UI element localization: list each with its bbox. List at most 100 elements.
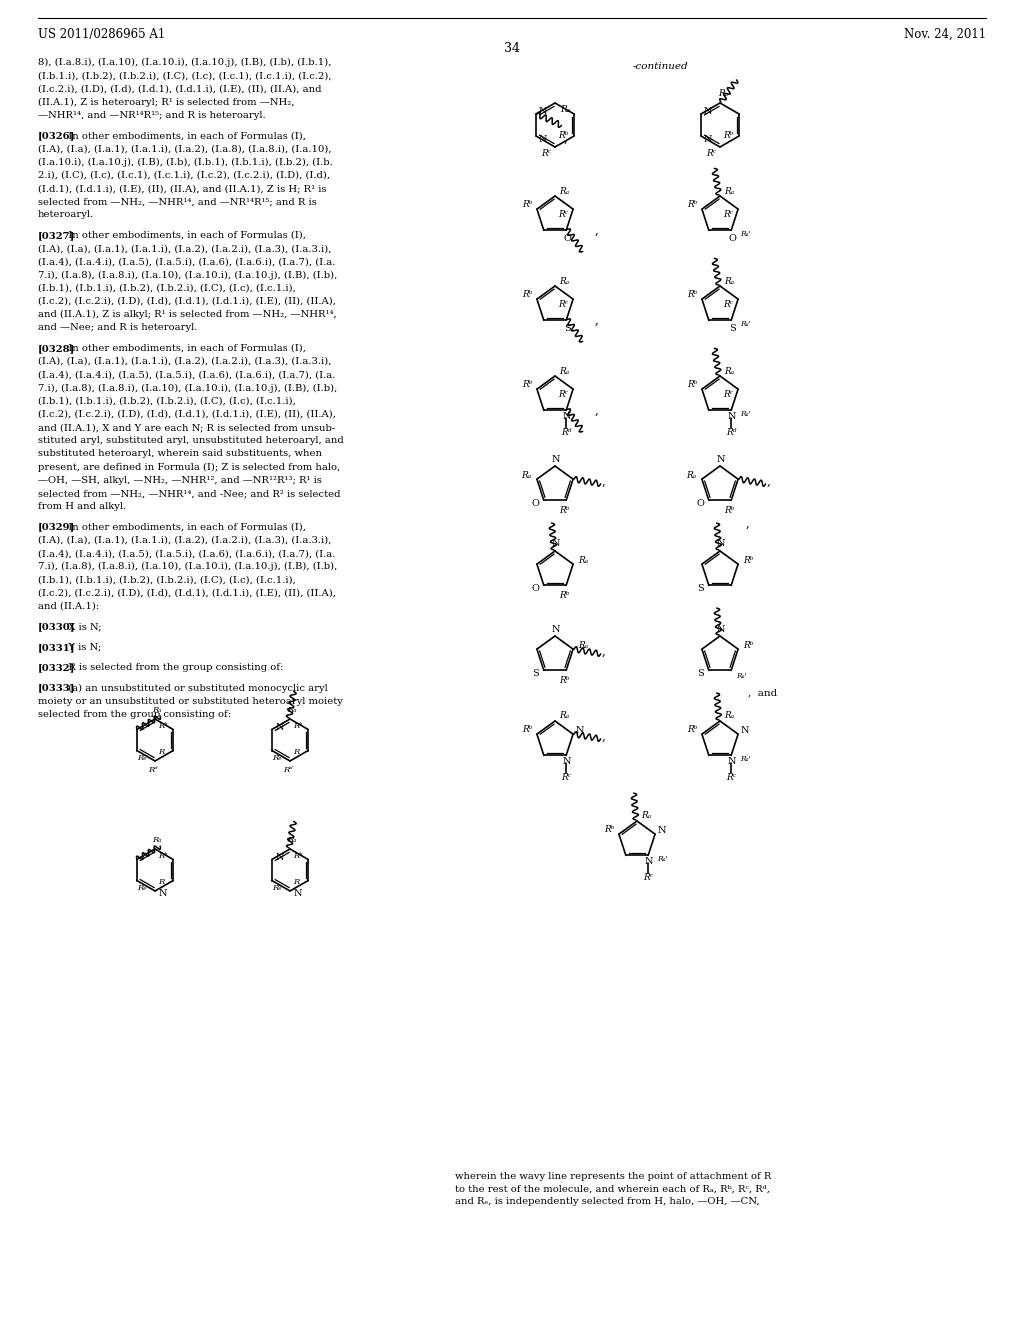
Text: (I.c.2), (I.c.2.i), (I.D), (I.d), (I.d.1), (I.d.1.i), (I.E), (II), (II.A),: (I.c.2), (I.c.2.i), (I.D), (I.d), (I.d.1… xyxy=(38,297,336,306)
Text: Rᶜ: Rᶜ xyxy=(561,774,571,781)
Text: Rᵇ: Rᵇ xyxy=(293,853,303,861)
Text: Rₐ: Rₐ xyxy=(718,90,728,99)
Text: Rₐ': Rₐ' xyxy=(736,672,746,680)
Text: R: R xyxy=(158,879,164,887)
Text: Rᵇ: Rᵇ xyxy=(522,289,532,298)
Text: R: R xyxy=(158,748,164,756)
Text: O: O xyxy=(531,583,540,593)
Text: N: N xyxy=(703,135,713,144)
Text: Rᵇ: Rᵇ xyxy=(687,289,697,298)
Text: 34: 34 xyxy=(504,42,520,55)
Text: [0332]: [0332] xyxy=(38,663,76,672)
Text: Rₑ: Rₑ xyxy=(137,884,146,892)
Text: selected from the group consisting of:: selected from the group consisting of: xyxy=(38,710,231,719)
Text: Rᶜ: Rᶜ xyxy=(707,149,716,157)
Text: -continued: -continued xyxy=(632,62,688,71)
Text: N: N xyxy=(717,454,725,463)
Text: (I.b.1), (I.b.1.i), (I.b.2), (I.b.2.i), (I.C), (I.c), (I.c.1.i),: (I.b.1), (I.b.1.i), (I.b.2), (I.b.2.i), … xyxy=(38,576,296,585)
Text: wherein the wavy line represents the point of attachment of R: wherein the wavy line represents the poi… xyxy=(455,1172,771,1181)
Text: N: N xyxy=(539,107,547,116)
Text: (I.d.1), (I.d.1.i), (I.E), (II), (II.A), and (II.A.1), Z is H; R¹ is: (I.d.1), (I.d.1.i), (I.E), (II), (II.A),… xyxy=(38,183,327,193)
Text: Rᵇ: Rᵇ xyxy=(742,556,754,565)
Text: Rₑ: Rₑ xyxy=(137,755,146,763)
Text: Rₐ': Rₐ' xyxy=(739,321,751,329)
Text: N: N xyxy=(294,888,302,898)
Text: N: N xyxy=(552,540,560,549)
Text: S: S xyxy=(697,669,705,678)
Text: Rᶜ: Rᶜ xyxy=(558,389,568,399)
Text: Rₐ: Rₐ xyxy=(521,471,531,479)
Text: Rᵇ: Rᵇ xyxy=(522,380,532,388)
Text: ,: , xyxy=(594,404,598,417)
Text: S: S xyxy=(564,323,570,333)
Text: Rₐ': Rₐ' xyxy=(739,231,751,239)
Text: Rᵇ: Rᵇ xyxy=(687,199,697,209)
Text: 2.i), (I.C), (I.c), (I.c.1), (I.c.1.i), (I.c.2), (I.c.2.i), (I.D), (I.d),: 2.i), (I.C), (I.c), (I.c.1), (I.c.1.i), … xyxy=(38,170,330,180)
Text: Rᵈ: Rᵈ xyxy=(726,428,736,437)
Text: [0329]: [0329] xyxy=(38,523,75,532)
Text: N: N xyxy=(563,412,571,421)
Text: Rᵇ: Rᵇ xyxy=(159,853,168,861)
Text: Nov. 24, 2011: Nov. 24, 2011 xyxy=(904,28,986,41)
Text: Rₐ: Rₐ xyxy=(724,276,734,285)
Text: (I.a.4), (I.a.4.i), (I.a.5), (I.a.5.i), (I.a.6), (I.a.6.i), (I.a.7), (I.a.: (I.a.4), (I.a.4.i), (I.a.5), (I.a.5.i), … xyxy=(38,370,336,379)
Text: 8), (I.a.8.i), (I.a.10), (I.a.10.i), (I.a.10.j), (I.B), (I.b), (I.b.1),: 8), (I.a.8.i), (I.a.10), (I.a.10.i), (I.… xyxy=(38,58,332,67)
Text: (I.c.2), (I.c.2.i), (I.D), (I.d), (I.d.1), (I.d.1.i), (I.E), (II), (II.A),: (I.c.2), (I.c.2.i), (I.D), (I.d), (I.d.1… xyxy=(38,409,336,418)
Text: (I.b.1), (I.b.1.i), (I.b.2), (I.b.2.i), (I.C), (I.c), (I.c.1.i),: (I.b.1), (I.b.1.i), (I.b.2), (I.b.2.i), … xyxy=(38,284,296,293)
Text: X is N;: X is N; xyxy=(62,622,102,631)
Text: ,: , xyxy=(746,516,750,529)
Text: (I.A), (I.a), (I.a.1), (I.a.1.i), (I.a.2), (I.a.2.i), (I.a.3), (I.a.3.i),: (I.A), (I.a), (I.a.1), (I.a.1.i), (I.a.2… xyxy=(38,244,332,253)
Text: Rᵇ: Rᵇ xyxy=(293,722,303,730)
Text: substituted heteroaryl, wherein said substituents, when: substituted heteroaryl, wherein said sub… xyxy=(38,449,322,458)
Text: (I.b.1.i), (I.b.2), (I.b.2.i), (I.C), (I.c), (I.c.1), (I.c.1.i), (I.c.2),: (I.b.1.i), (I.b.2), (I.b.2.i), (I.C), (I… xyxy=(38,71,332,81)
Text: O: O xyxy=(697,499,705,508)
Text: [0326]: [0326] xyxy=(38,131,76,140)
Text: N: N xyxy=(552,624,560,634)
Text: and —Nee; and R is heteroaryl.: and —Nee; and R is heteroaryl. xyxy=(38,323,198,333)
Text: Rₑ: Rₑ xyxy=(272,755,282,763)
Text: ,: , xyxy=(601,644,605,657)
Text: In other embodiments, in each of Formulas (I),: In other embodiments, in each of Formula… xyxy=(62,131,306,140)
Text: ,: , xyxy=(766,475,770,487)
Text: In other embodiments, in each of Formulas (I),: In other embodiments, in each of Formula… xyxy=(62,523,306,532)
Text: Rₐ: Rₐ xyxy=(686,471,696,479)
Text: ,: , xyxy=(594,314,598,327)
Text: [0333]: [0333] xyxy=(38,684,76,693)
Text: present, are defined in Formula (I); Z is selected from halo,: present, are defined in Formula (I); Z i… xyxy=(38,462,340,471)
Text: Rᶜ: Rᶜ xyxy=(723,300,733,309)
Text: Rₐ: Rₐ xyxy=(153,706,162,714)
Text: Rᵇ: Rᵇ xyxy=(522,199,532,209)
Text: heteroaryl.: heteroaryl. xyxy=(38,210,94,219)
Text: ,  and: , and xyxy=(748,689,777,697)
Text: Rᵇ: Rᵇ xyxy=(559,591,569,599)
Text: (II.A.1), Z is heteroaryl; R¹ is selected from —NH₂,: (II.A.1), Z is heteroaryl; R¹ is selecte… xyxy=(38,98,295,107)
Text: S: S xyxy=(729,323,735,333)
Text: and (II.A.1):: and (II.A.1): xyxy=(38,602,99,611)
Text: Rₐ': Rₐ' xyxy=(739,755,751,763)
Text: [0328]: [0328] xyxy=(38,343,75,352)
Text: N: N xyxy=(728,412,736,421)
Text: Rᵈ: Rᵈ xyxy=(284,766,293,774)
Text: (I.A), (I.a), (I.a.1), (I.a.1.i), (I.a.2), (I.a.8), (I.a.8.i), (I.a.10),: (I.A), (I.a), (I.a.1), (I.a.1.i), (I.a.2… xyxy=(38,144,332,153)
Text: N: N xyxy=(740,726,750,735)
Text: Rₐ: Rₐ xyxy=(724,367,734,375)
Text: N: N xyxy=(539,135,547,144)
Text: S: S xyxy=(532,669,540,678)
Text: N: N xyxy=(657,825,667,834)
Text: Rᵇ: Rᵇ xyxy=(723,132,733,140)
Text: N: N xyxy=(159,888,167,898)
Text: Rᵇ: Rᵇ xyxy=(522,725,532,734)
Text: (I.b.1), (I.b.1.i), (I.b.2), (I.b.2.i), (I.C), (I.c), (I.c.1.i),: (I.b.1), (I.b.1.i), (I.b.2), (I.b.2.i), … xyxy=(38,396,296,405)
Text: selected from —NH₂, —NHR¹⁴, and —NR¹⁴R¹⁵; and R is: selected from —NH₂, —NHR¹⁴, and —NR¹⁴R¹⁵… xyxy=(38,197,316,206)
Text: (I.a.10.i), (I.a.10.j), (I.B), (I.b), (I.b.1), (I.b.1.i), (I.b.2), (I.b.: (I.a.10.i), (I.a.10.j), (I.B), (I.b), (I… xyxy=(38,157,333,166)
Text: Rᵇ: Rᵇ xyxy=(687,380,697,388)
Text: Rₐ: Rₐ xyxy=(724,711,734,721)
Text: N: N xyxy=(717,624,725,634)
Text: Rᵈ: Rᵈ xyxy=(561,428,571,437)
Text: Rᶜ: Rᶜ xyxy=(643,873,653,882)
Text: Rₐ: Rₐ xyxy=(578,556,588,565)
Text: ,: , xyxy=(594,224,598,236)
Text: [0331]: [0331] xyxy=(38,643,76,652)
Text: N: N xyxy=(563,756,571,766)
Text: N: N xyxy=(728,756,736,766)
